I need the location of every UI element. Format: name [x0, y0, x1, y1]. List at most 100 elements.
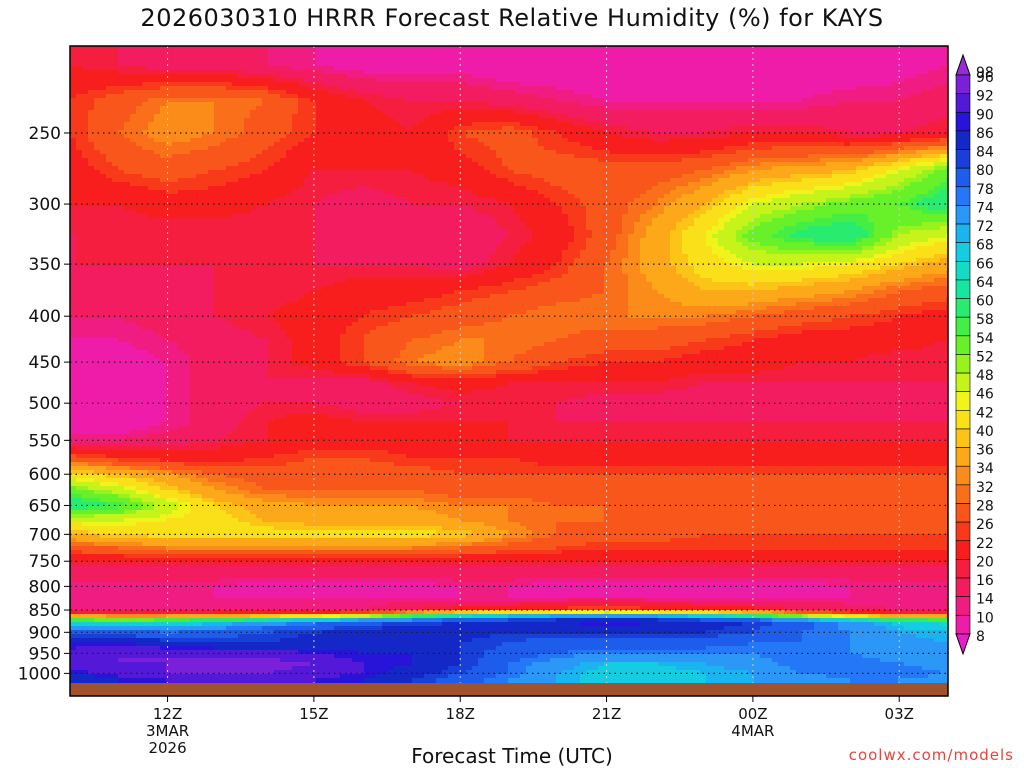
rh-cell — [442, 90, 448, 94]
rh-cell — [664, 130, 670, 134]
rh-cell — [298, 150, 304, 154]
rh-cell — [568, 50, 574, 54]
rh-cell — [814, 138, 820, 142]
rh-cell — [94, 114, 100, 118]
rh-cell — [196, 126, 202, 130]
rh-cell — [598, 114, 604, 118]
rh-cell — [322, 166, 328, 170]
rh-cell — [460, 50, 466, 54]
rh-cell — [790, 82, 796, 86]
rh-cell — [538, 90, 544, 94]
rh-cell — [340, 178, 346, 182]
rh-cell — [820, 102, 826, 106]
rh-cell — [658, 110, 664, 114]
rh-cell — [688, 98, 694, 102]
rh-cell — [454, 170, 460, 174]
rh-cell — [628, 154, 634, 158]
rh-cell — [664, 114, 670, 118]
rh-cell — [388, 82, 394, 86]
rh-cell — [382, 90, 388, 94]
rh-cell — [892, 122, 898, 126]
rh-cell — [286, 102, 292, 106]
rh-cell — [430, 70, 436, 74]
rh-cell — [934, 166, 940, 170]
rh-cell — [424, 62, 430, 66]
rh-cell — [244, 66, 250, 70]
rh-cell — [502, 74, 508, 78]
rh-cell — [94, 150, 100, 154]
rh-cell — [460, 162, 466, 166]
rh-cell — [412, 58, 418, 62]
rh-cell — [652, 162, 658, 166]
rh-cell — [70, 98, 76, 102]
rh-cell — [886, 58, 892, 62]
rh-cell — [724, 162, 730, 166]
rh-cell — [346, 158, 352, 162]
rh-cell — [286, 58, 292, 62]
rh-cell — [796, 134, 802, 138]
rh-cell — [508, 162, 514, 166]
rh-cell — [412, 106, 418, 110]
rh-cell — [730, 106, 736, 110]
rh-cell — [772, 74, 778, 78]
rh-cell — [472, 154, 478, 158]
rh-cell — [556, 54, 562, 58]
rh-cell — [934, 50, 940, 54]
rh-cell — [358, 150, 364, 154]
rh-cell — [250, 82, 256, 86]
rh-cell — [592, 70, 598, 74]
rh-cell — [352, 50, 358, 54]
rh-cell — [382, 122, 388, 126]
rh-cell — [412, 178, 418, 182]
rh-cell — [778, 118, 784, 122]
rh-cell — [742, 134, 748, 138]
rh-cell — [544, 58, 550, 62]
rh-cell — [706, 50, 712, 54]
rh-cell — [544, 138, 550, 142]
rh-cell — [808, 154, 814, 158]
rh-cell — [370, 82, 376, 86]
rh-cell — [820, 86, 826, 90]
rh-cell — [844, 70, 850, 74]
rh-cell — [820, 170, 826, 174]
rh-cell — [430, 122, 436, 126]
rh-cell — [688, 62, 694, 66]
rh-cell — [586, 150, 592, 154]
rh-cell — [448, 78, 454, 82]
rh-cell — [556, 134, 562, 138]
rh-cell — [214, 154, 220, 158]
rh-cell — [544, 110, 550, 114]
rh-cell — [880, 138, 886, 142]
rh-cell — [322, 142, 328, 146]
rh-cell — [76, 114, 82, 118]
rh-cell — [280, 178, 286, 182]
rh-cell — [526, 122, 532, 126]
rh-cell — [76, 178, 82, 182]
rh-cell — [556, 154, 562, 158]
rh-cell — [154, 142, 160, 146]
rh-cell — [478, 98, 484, 102]
rh-cell — [574, 94, 580, 98]
rh-cell — [586, 122, 592, 126]
rh-cell — [340, 146, 346, 150]
rh-cell — [844, 130, 850, 134]
rh-cell — [844, 102, 850, 106]
rh-cell — [856, 94, 862, 98]
rh-cell — [454, 54, 460, 58]
rh-cell — [106, 90, 112, 94]
rh-cell — [904, 70, 910, 74]
rh-cell — [826, 178, 832, 182]
rh-cell — [82, 102, 88, 106]
rh-cell — [166, 90, 172, 94]
rh-cell — [760, 122, 766, 126]
rh-cell — [316, 78, 322, 82]
rh-cell — [730, 82, 736, 86]
rh-cell — [508, 50, 514, 54]
rh-cell — [406, 62, 412, 66]
rh-cell — [358, 154, 364, 158]
rh-cell — [322, 62, 328, 66]
rh-cell — [538, 86, 544, 90]
rh-cell — [334, 162, 340, 166]
rh-cell — [916, 154, 922, 158]
rh-cell — [790, 114, 796, 118]
